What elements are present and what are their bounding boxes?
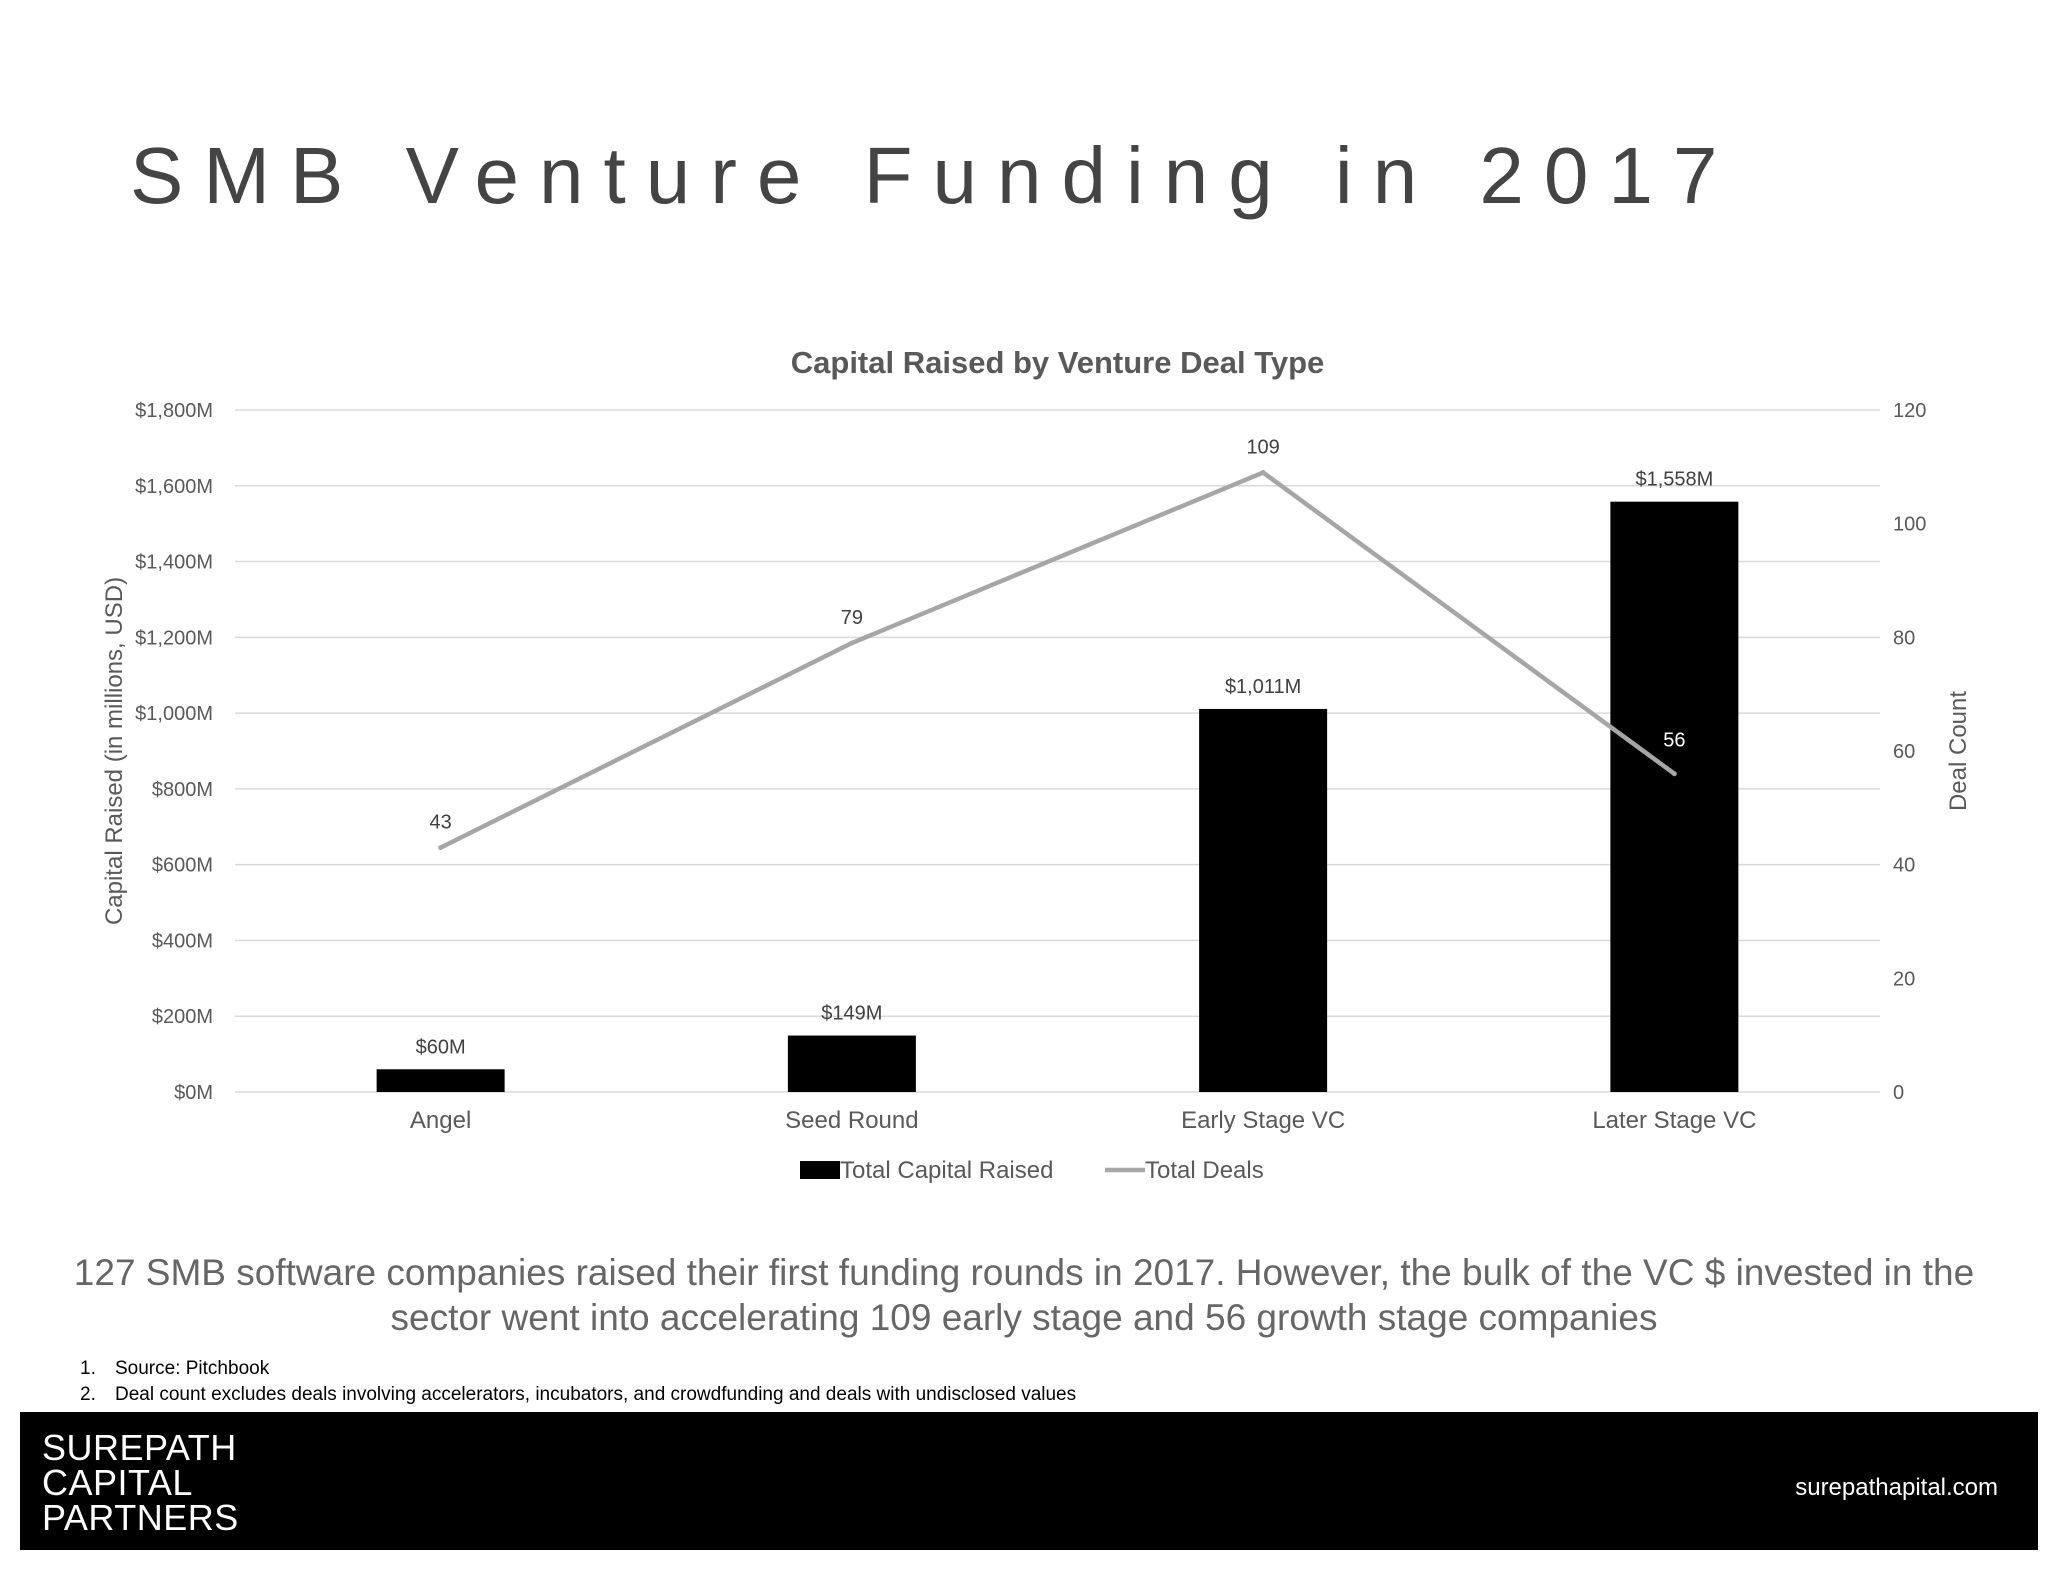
footnotes: 1. Source: Pitchbook 2. Deal count exclu… xyxy=(80,1356,1076,1408)
footnote-number: 1. xyxy=(80,1358,96,1379)
x-tick-label: Later Stage VC xyxy=(1592,1107,1756,1134)
y-tick-label: $800M xyxy=(152,779,213,801)
logo-line: PARTNERS xyxy=(42,1497,239,1538)
bar-data-label: $60M xyxy=(416,1036,466,1058)
bar-data-label: $1,011M xyxy=(1225,676,1301,698)
legend-label: Total Capital Raised xyxy=(840,1157,1053,1184)
y2-tick-label: 120 xyxy=(1893,400,1926,422)
line-data-label: 79 xyxy=(841,607,863,629)
y-tick-label: $200M xyxy=(152,1006,213,1028)
x-tick-label: Angel xyxy=(410,1107,471,1134)
bar-data-label: $1,558M xyxy=(1635,469,1713,491)
bar xyxy=(1199,708,1328,1092)
website-link[interactable]: surepathapital.com xyxy=(1795,1474,1998,1501)
line-point xyxy=(849,640,855,646)
x-tick-label: Early Stage VC xyxy=(1181,1107,1345,1134)
line-data-label: 56 xyxy=(1663,730,1685,752)
y2-tick-label: 40 xyxy=(1893,855,1915,877)
line-point xyxy=(1260,470,1266,476)
y-tick-label: $600M xyxy=(152,855,213,877)
x-tick-label: Seed Round xyxy=(785,1107,918,1134)
y-tick-label: $400M xyxy=(152,930,213,952)
bar-data-label: $149M xyxy=(821,1003,882,1025)
y-tick-label: $0M xyxy=(174,1082,213,1104)
line-point xyxy=(1671,771,1677,777)
y2-axis-label: Deal Count xyxy=(1945,691,1972,811)
logo-line: CAPITAL xyxy=(42,1462,193,1503)
deals-line xyxy=(439,470,1676,850)
bar xyxy=(376,1069,505,1092)
y2-tick-label: 100 xyxy=(1893,514,1926,536)
footnote-text: Source: Pitchbook xyxy=(115,1358,270,1379)
slide-title: SMB Venture Funding in 2017 xyxy=(130,131,1738,220)
y-axis-label: Capital Raised (in millions, USD) xyxy=(101,577,128,925)
line-data-label: 43 xyxy=(430,812,452,834)
y-tick-label: $1,000M xyxy=(135,703,213,725)
y2-tick-label: 80 xyxy=(1893,627,1915,649)
summary-text: 127 SMB software companies raised their … xyxy=(73,1252,1975,1338)
footer-bar: SUREPATH CAPITAL PARTNERS surepathapital… xyxy=(20,1412,2038,1550)
company-logo: SUREPATH CAPITAL PARTNERS xyxy=(42,1427,239,1538)
logo-line: SUREPATH xyxy=(42,1427,237,1468)
footnote: 2. Deal count excludes deals involving a… xyxy=(80,1382,1076,1408)
capital-raised-chart: Capital Raised by Venture Deal Type $0M $2… xyxy=(101,345,1972,1184)
y2-tick-label: 60 xyxy=(1893,741,1915,763)
line-point xyxy=(438,845,444,851)
legend-label: Total Deals xyxy=(1145,1157,1264,1184)
chart-title: Capital Raised by Venture Deal Type xyxy=(791,345,1325,380)
y-tick-label: $1,400M xyxy=(135,552,213,574)
legend-swatch-bar xyxy=(800,1161,840,1179)
y2-tick-label: 20 xyxy=(1893,968,1915,990)
footnote-number: 2. xyxy=(80,1384,96,1405)
bar xyxy=(1610,501,1739,1092)
footnote: 1. Source: Pitchbook xyxy=(80,1356,1076,1382)
bar xyxy=(787,1035,916,1092)
y-tick-label: $1,200M xyxy=(135,627,213,649)
y-tick-label: $1,600M xyxy=(135,476,213,498)
footnote-text: Deal count excludes deals involving acce… xyxy=(115,1384,1077,1405)
line-data-label: 109 xyxy=(1246,437,1279,459)
y2-tick-label: 0 xyxy=(1893,1082,1904,1104)
y-tick-label: $1,800M xyxy=(135,400,213,422)
